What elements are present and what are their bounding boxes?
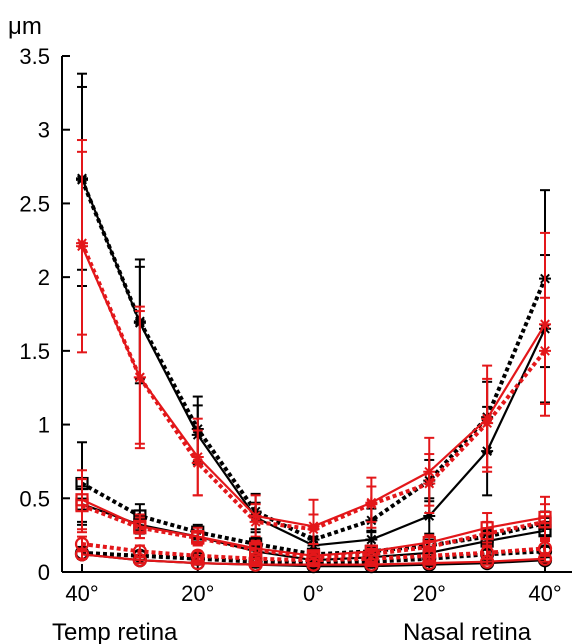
star-marker-stroke — [308, 524, 319, 535]
star-marker — [133, 371, 146, 384]
y-tick-label: 0 — [38, 560, 50, 585]
series-line — [80, 177, 546, 547]
star-marker-stroke — [424, 478, 435, 489]
square-marker — [538, 515, 552, 529]
axes — [61, 56, 572, 573]
series-red-solid-star — [76, 139, 551, 554]
x-tick-label: 0° — [303, 581, 324, 606]
y-tick-label: 3 — [38, 118, 50, 143]
star-marker-stroke — [77, 238, 87, 249]
x-tick-label: 40° — [65, 581, 98, 606]
star-marker — [539, 344, 551, 357]
star-marker-stroke — [540, 345, 550, 356]
star-marker — [423, 477, 436, 490]
x-tick-label: 40° — [528, 581, 561, 606]
series-line — [80, 245, 546, 528]
series-black-dotted-star — [76, 72, 551, 551]
circle-marker — [364, 551, 379, 566]
circle-marker — [480, 545, 495, 560]
nasal-retina-label: Nasal retina — [403, 619, 532, 644]
circle-marker — [422, 548, 437, 563]
series-red-dotted-star — [76, 150, 551, 545]
circle-marker — [537, 541, 553, 556]
y-tick-label: 3.5 — [19, 44, 50, 69]
star-marker — [481, 417, 494, 430]
star-marker — [307, 523, 320, 536]
star-marker — [191, 456, 204, 469]
x-ticks: 40° 20° 0° 20° 40° — [65, 564, 562, 606]
series-line — [81, 553, 546, 566]
star-marker — [365, 533, 378, 546]
star-marker-stroke — [366, 499, 377, 510]
square-marker — [75, 499, 89, 513]
series-line — [81, 542, 546, 563]
star-marker-stroke — [134, 372, 145, 383]
error-bar — [134, 516, 145, 540]
series — [74, 72, 553, 574]
star-marker — [249, 515, 262, 528]
circle-marker — [132, 544, 147, 559]
square-marker — [133, 521, 147, 535]
series-line — [80, 179, 547, 542]
circle-marker — [190, 548, 205, 563]
star-marker-stroke — [250, 516, 261, 527]
circle-marker — [248, 551, 263, 566]
y-tick-label: 1.5 — [19, 339, 50, 364]
x-tick-label: 20° — [413, 581, 446, 606]
star-marker-stroke — [482, 418, 493, 429]
series-red-dotted-circle — [74, 535, 553, 568]
x-tick-label: 20° — [181, 581, 214, 606]
y-tick-label: 2 — [38, 265, 50, 290]
y-tick-label: 0.5 — [19, 486, 50, 511]
error-bar — [250, 554, 261, 563]
series-black-solid-star — [76, 85, 551, 556]
series-line — [80, 242, 547, 532]
star-marker-stroke — [192, 457, 203, 468]
temp-retina-label: Temp retina — [52, 619, 178, 644]
y-tick-label: 2.5 — [19, 191, 50, 216]
star-marker — [76, 237, 88, 250]
star-marker — [365, 498, 378, 511]
circle-marker — [306, 553, 321, 568]
square-marker — [480, 527, 494, 541]
circle-marker — [74, 536, 90, 552]
star-marker-stroke — [366, 534, 377, 545]
y-ticks: 0 0.5 1 1.5 2 2.5 3 3.5 — [19, 44, 70, 585]
y-tick-label: 1 — [38, 413, 50, 438]
y-axis-label: μm — [8, 13, 42, 40]
square-marker — [191, 531, 205, 545]
